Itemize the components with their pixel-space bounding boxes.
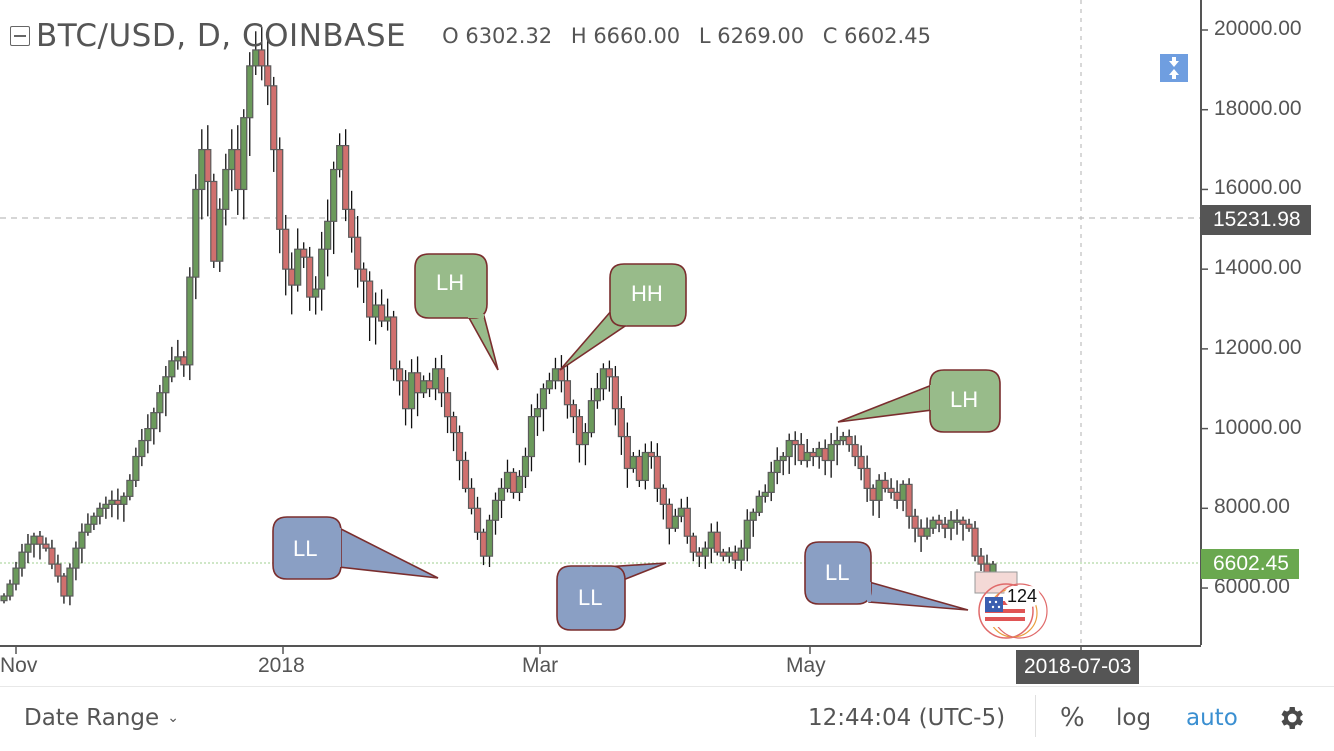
gear-icon[interactable] [1276, 703, 1306, 733]
callouts-group [272, 253, 1001, 631]
symbol-title[interactable]: BTC/USD, D, COINBASE [36, 18, 407, 54]
date-range-label: Date Range [24, 705, 160, 731]
toolbar-divider [1035, 695, 1036, 737]
high-value: H 6660.00 [570, 24, 681, 48]
price-tick-label: 14000.00 [1214, 256, 1302, 280]
event-count-badge[interactable]: 124 [1004, 586, 1041, 607]
price-tick-label: 6000.00 [1214, 575, 1290, 599]
time-ticks [15, 646, 1082, 654]
price-tick-label: 10000.00 [1214, 415, 1302, 439]
time-tick-label: Nov [0, 654, 38, 677]
last-price-badge: 6602.45 [1201, 549, 1299, 579]
price-ticks [1201, 29, 1208, 589]
close-value: C 6602.45 [822, 24, 931, 48]
auto-scale-toggle[interactable]: auto [1186, 705, 1238, 731]
price-tick-label: 20000.00 [1214, 17, 1302, 40]
ohlc-values: O 6302.32 H 6660.00 L 6269.00 C 6602.45 [442, 24, 943, 48]
callout-label: LL [578, 585, 603, 610]
time-tick-label: May [786, 654, 826, 677]
price-tick-label: 16000.00 [1214, 176, 1302, 200]
fit-data-button[interactable] [1160, 54, 1188, 82]
price-tick-label: 18000.00 [1214, 96, 1302, 120]
chevron-down-icon: ⌄ [167, 710, 179, 726]
bottom-toolbar: Date Range ⌄ 12:44:04 (UTC-5) % log auto [0, 686, 1334, 751]
crosshair-price-badge: 15231.98 [1201, 205, 1311, 235]
clock-timezone[interactable]: 12:44:04 (UTC-5) [808, 705, 1006, 731]
price-tick-label: 12000.00 [1214, 335, 1302, 359]
open-value: O 6302.32 [442, 24, 553, 48]
price-tick-label: 8000.00 [1214, 495, 1290, 519]
time-tick-label: 2018 [258, 654, 305, 677]
chart-legend: BTC/USD, D, COINBASE O 6302.32 H 6660.00… [10, 18, 943, 54]
callout-label: LL [825, 560, 850, 585]
collapse-arrows-icon [1169, 57, 1179, 79]
crosshair-date-badge: 2018-07-03 [1016, 650, 1140, 684]
low-value: L 6269.00 [698, 24, 805, 48]
log-scale-toggle[interactable]: log [1116, 705, 1152, 731]
date-range-dropdown[interactable]: Date Range ⌄ [24, 705, 179, 731]
callout-label: LH [436, 270, 465, 295]
callout-label: LH [950, 387, 979, 412]
callout-label: HH [631, 281, 663, 306]
time-tick-label: Mar [522, 654, 559, 677]
candles-group [0, 26, 997, 606]
collapse-legend-icon[interactable] [10, 26, 30, 46]
percent-scale-toggle[interactable]: % [1060, 703, 1085, 733]
callout-label: LL [293, 536, 318, 561]
